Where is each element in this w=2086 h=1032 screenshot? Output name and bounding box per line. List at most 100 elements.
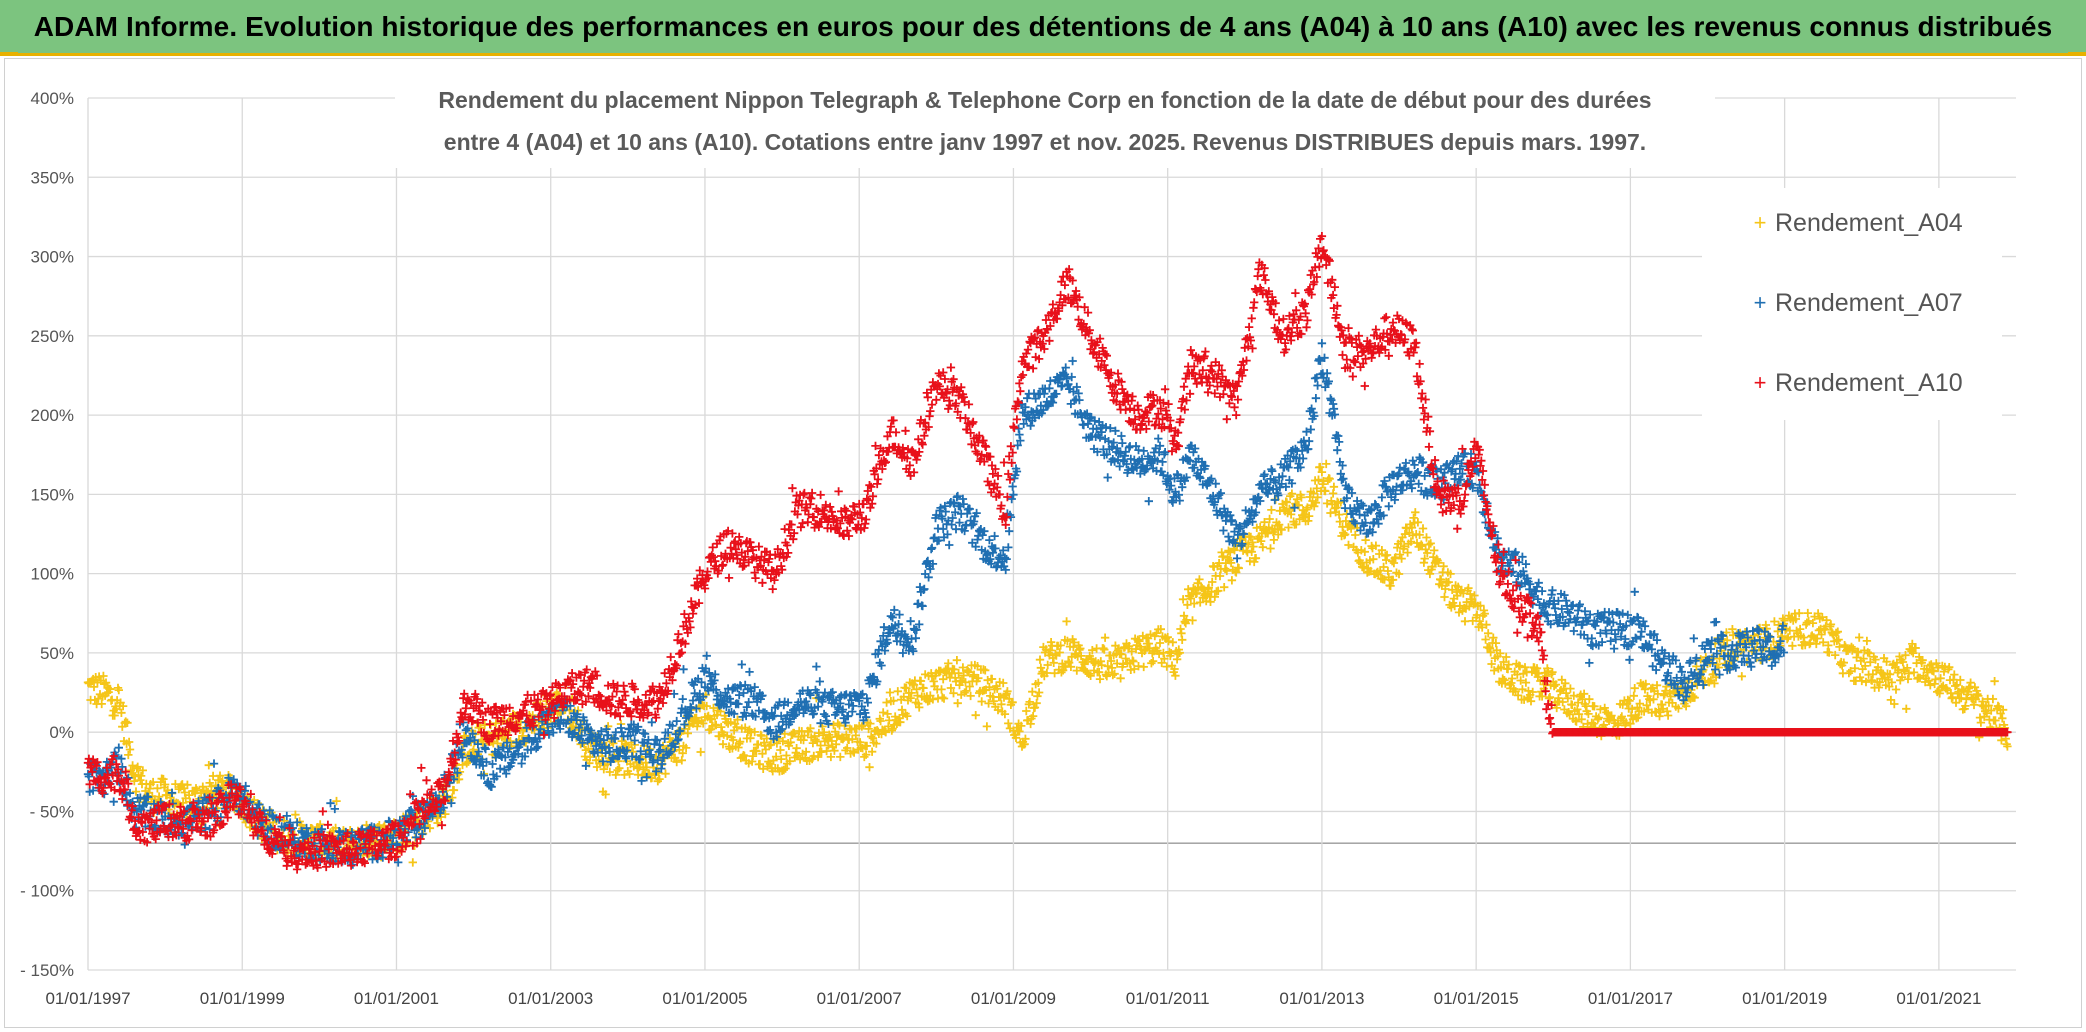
data-point	[888, 613, 897, 622]
data-point	[785, 757, 794, 766]
data-point	[1351, 530, 1360, 540]
data-point	[1481, 635, 1490, 644]
data-point	[472, 752, 482, 761]
data-point	[1844, 668, 1854, 678]
data-point	[1866, 658, 1875, 667]
data-point	[458, 760, 467, 770]
data-point	[1141, 645, 1150, 654]
data-point	[939, 694, 949, 703]
data-point	[889, 696, 898, 705]
data-point	[1316, 462, 1325, 472]
data-point	[1521, 678, 1531, 687]
data-point	[841, 718, 850, 727]
data-point	[777, 754, 786, 764]
data-point	[647, 718, 656, 727]
data-point	[1406, 537, 1416, 546]
data-point	[877, 661, 886, 670]
data-point	[1004, 543, 1013, 552]
data-point	[733, 715, 742, 724]
data-point	[1594, 713, 1603, 722]
data-point	[1791, 614, 1800, 624]
data-point	[504, 763, 513, 772]
data-point	[668, 721, 677, 730]
data-point	[125, 788, 135, 798]
x-tick-label: 01/01/2019	[1742, 989, 1827, 1008]
data-point	[872, 739, 881, 748]
data-point	[215, 771, 225, 780]
data-point	[876, 637, 885, 646]
data-point	[1100, 645, 1109, 654]
data-point	[1439, 562, 1448, 571]
data-point	[855, 696, 864, 705]
data-point	[778, 737, 788, 746]
data-point	[1118, 438, 1127, 448]
data-point	[97, 699, 106, 709]
data-point	[88, 786, 98, 795]
data-point	[1196, 598, 1205, 607]
data-point	[938, 514, 947, 523]
data-point	[1549, 681, 1559, 691]
data-point	[704, 686, 713, 695]
data-point	[123, 718, 132, 727]
x-tick-label: 01/01/2005	[662, 989, 747, 1008]
data-point	[985, 535, 994, 545]
data-point	[702, 701, 711, 711]
data-point	[950, 499, 959, 508]
data-point	[1885, 670, 1895, 679]
data-point	[1108, 670, 1117, 680]
data-point	[418, 830, 427, 839]
data-point	[1926, 681, 1935, 690]
data-point	[978, 530, 987, 540]
data-point	[1715, 654, 1724, 663]
data-point	[744, 698, 753, 707]
data-point	[417, 763, 426, 773]
data-point	[207, 782, 216, 791]
data-point	[680, 609, 689, 619]
data-point	[1918, 656, 1927, 665]
data-point	[919, 683, 928, 693]
data-point	[1129, 657, 1138, 666]
data-point	[1966, 678, 1975, 687]
data-point	[1951, 681, 1960, 691]
data-point	[1904, 669, 1914, 678]
data-point	[792, 744, 801, 753]
data-point	[962, 686, 971, 696]
data-point	[786, 738, 795, 747]
data-point	[1127, 647, 1136, 656]
data-point	[194, 796, 203, 806]
data-point	[1249, 542, 1258, 551]
data-point	[500, 765, 509, 774]
data-point	[990, 531, 999, 541]
data-point	[1395, 550, 1405, 559]
data-point	[656, 745, 665, 755]
data-point	[1585, 695, 1594, 704]
data-point	[734, 699, 743, 709]
data-point	[1606, 636, 1615, 646]
data-point	[1388, 575, 1398, 584]
data-point	[1017, 721, 1026, 731]
data-point	[932, 510, 941, 520]
data-point	[680, 720, 689, 729]
data-point	[631, 727, 640, 736]
data-point	[1780, 616, 1789, 625]
data-point	[292, 818, 302, 827]
data-point	[567, 669, 577, 678]
data-point	[106, 684, 115, 694]
data-point	[1192, 588, 1201, 598]
data-point	[1455, 601, 1465, 610]
data-point	[1204, 583, 1213, 592]
data-point	[582, 720, 591, 729]
data-point	[972, 508, 981, 518]
data-point	[1325, 474, 1334, 483]
data-point	[882, 698, 891, 707]
data-point	[1340, 530, 1350, 539]
y-tick-label: 0%	[49, 723, 74, 742]
data-point	[1413, 518, 1423, 527]
data-point	[1109, 438, 1118, 447]
data-point	[816, 719, 825, 728]
data-point	[849, 701, 858, 711]
series-rendement_a04	[83, 459, 2012, 867]
data-point	[716, 691, 725, 700]
data-point	[824, 719, 833, 728]
data-point	[1984, 701, 1993, 710]
